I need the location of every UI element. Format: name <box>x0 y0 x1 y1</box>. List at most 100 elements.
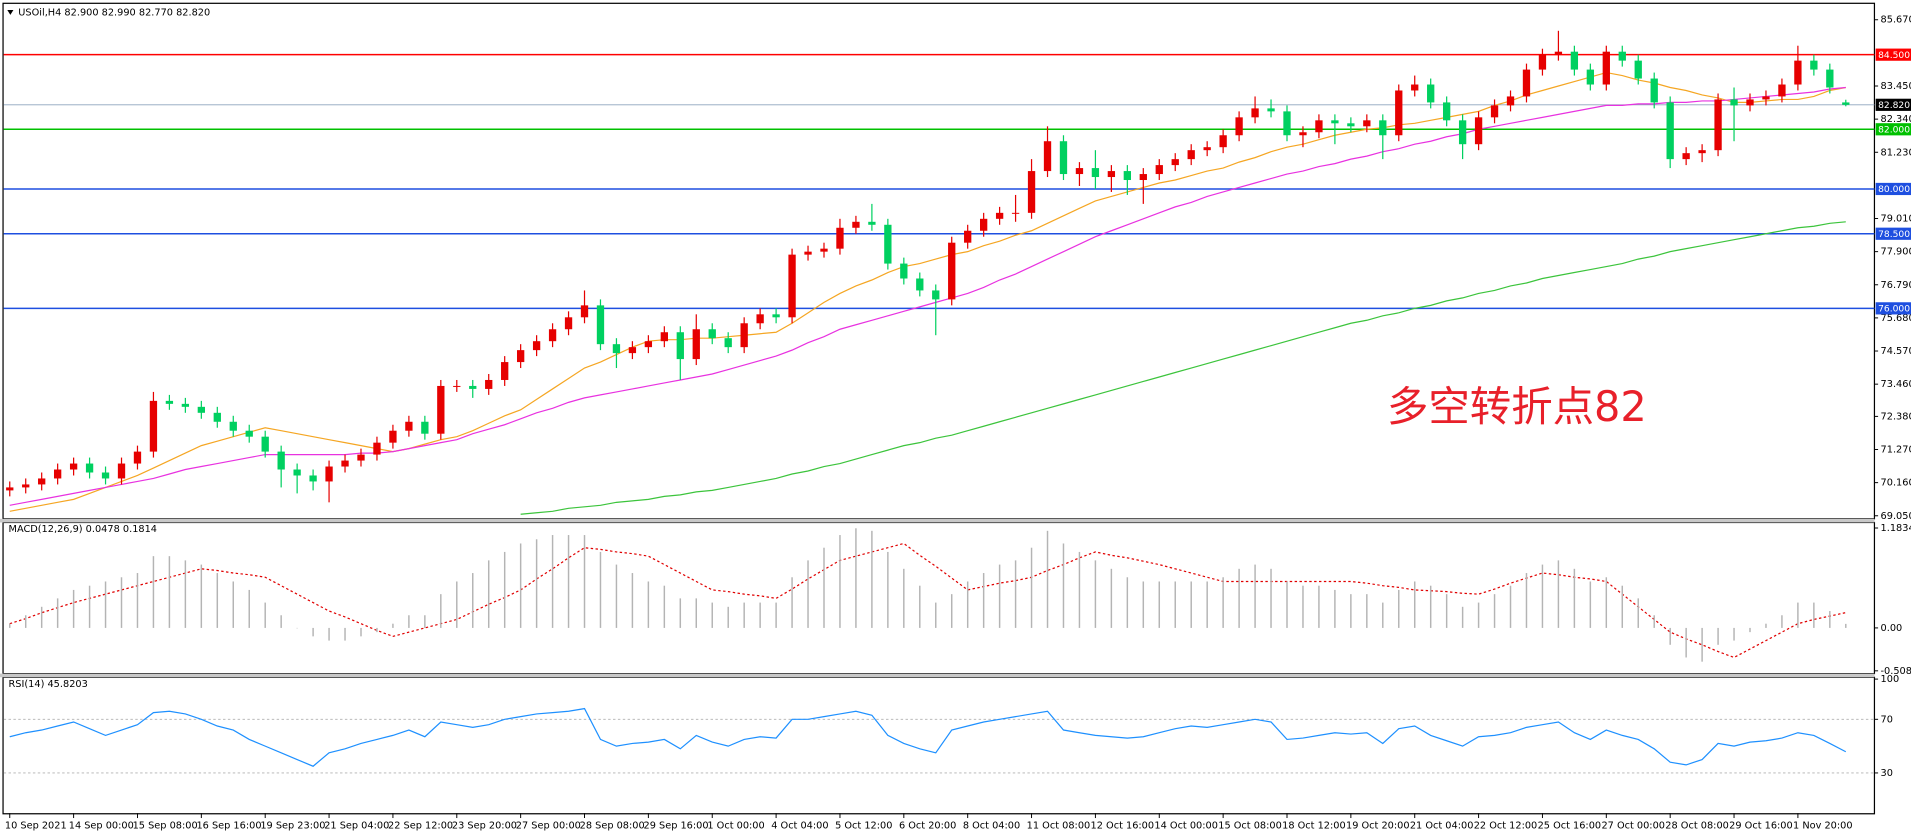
y-tick-label: -0.5082 <box>1881 666 1911 677</box>
histogram-bar <box>120 577 123 628</box>
candle-body <box>1794 60 1802 85</box>
histogram-bar <box>440 594 442 628</box>
histogram-bar <box>360 627 362 637</box>
candle-body <box>1810 60 1818 70</box>
y-tick-label: 100 <box>1881 674 1900 685</box>
candle-body <box>788 254 796 318</box>
histogram-bar <box>823 547 825 628</box>
histogram-bar <box>200 564 203 628</box>
candle-body <box>325 466 333 482</box>
histogram-bar <box>184 560 187 628</box>
panel-separator <box>0 673 1875 678</box>
histogram-bar <box>1445 594 1448 628</box>
candle-body <box>564 317 573 330</box>
candle-body <box>1586 69 1595 85</box>
histogram-bar <box>1350 594 1352 628</box>
candle-body <box>1235 117 1243 136</box>
candle-body <box>1411 84 1419 91</box>
candle-body <box>133 451 142 464</box>
histogram-bar <box>1525 573 1528 628</box>
menu-arrow-icon[interactable] <box>7 10 14 15</box>
x-tick-label: 22 Sep 12:00 <box>388 820 453 831</box>
x-tick-label: 21 Sep 04:00 <box>324 820 389 831</box>
candle-body <box>1746 99 1754 106</box>
histogram-bar <box>1254 564 1256 628</box>
histogram-bar <box>392 623 394 628</box>
candle-body <box>1091 168 1100 178</box>
histogram-bar <box>727 606 729 628</box>
candle-body <box>1570 51 1579 70</box>
candle-body <box>1011 212 1020 214</box>
candle-body <box>804 251 812 255</box>
y-tick-label: 0.00 <box>1881 623 1903 634</box>
histogram-bar <box>775 602 777 628</box>
candle-body <box>181 403 190 407</box>
x-tick-label: 6 Oct 20:00 <box>899 820 956 831</box>
histogram-bar <box>1286 581 1288 628</box>
moving-average-line <box>9 86 1846 506</box>
last-price-box <box>1875 98 1911 111</box>
candle-body <box>1059 141 1068 175</box>
annotation: 多空转折点82 <box>1387 383 1647 431</box>
level-box <box>1875 227 1911 240</box>
x-tick-label: 28 Oct 08:00 <box>1665 820 1729 831</box>
candle-body <box>1474 117 1483 145</box>
histogram-bar <box>344 627 346 641</box>
candle-body <box>1522 69 1531 97</box>
y-tick-label: 81.230 <box>1881 147 1911 158</box>
candle-body <box>1634 60 1642 79</box>
histogram-bar <box>24 615 27 628</box>
histogram-bar <box>472 573 474 628</box>
candle-body <box>644 341 653 348</box>
x-tick-label: 11 Oct 08:00 <box>1027 820 1091 831</box>
histogram-bar <box>1813 602 1815 628</box>
candle-body <box>1347 123 1355 127</box>
histogram-bar <box>503 551 506 628</box>
x-tick-label: 12 Oct 16:00 <box>1091 820 1155 831</box>
histogram-bar <box>424 615 426 628</box>
candle-body <box>756 314 764 324</box>
candle-body <box>1762 96 1770 100</box>
histogram-bar <box>168 556 171 628</box>
histogram-bar <box>1477 602 1480 628</box>
x-tick-label: 5 Oct 12:00 <box>835 820 892 831</box>
candle-body <box>932 290 940 300</box>
candle-body <box>628 347 637 354</box>
candle-body <box>149 400 158 452</box>
y-tick-label: 83.450 <box>1881 81 1911 92</box>
histogram-bar <box>1781 615 1783 628</box>
candle-body <box>1826 69 1834 88</box>
moving-average-line <box>9 71 1846 512</box>
histogram-bar <box>1557 560 1560 628</box>
histogram-bar <box>1382 602 1384 628</box>
candle-body <box>405 421 413 431</box>
histogram-bar <box>1046 530 1049 628</box>
candle-body <box>1331 120 1339 124</box>
candle-body <box>437 385 445 434</box>
y-tick-label: 76.790 <box>1881 280 1911 291</box>
candle-body <box>22 484 30 488</box>
histogram-bar <box>1142 581 1145 628</box>
y-tick-label: 70 <box>1881 714 1893 725</box>
histogram-bar <box>1669 627 1671 645</box>
lines-layer <box>3 53 1875 767</box>
candle-body <box>1267 108 1275 112</box>
histogram-bar <box>807 560 809 628</box>
candle-body <box>1618 51 1626 61</box>
candle-body <box>1490 105 1499 118</box>
level-box <box>1875 48 1911 61</box>
x-tick-label: 19 Oct 20:00 <box>1346 820 1410 831</box>
candle-body <box>1506 96 1515 106</box>
candle-body <box>612 344 621 354</box>
histogram-bar <box>1653 615 1655 628</box>
candle-body <box>995 212 1004 219</box>
histogram-bar <box>1845 623 1847 628</box>
candle-body <box>6 487 14 491</box>
candle-body <box>261 436 269 452</box>
candle-body <box>1427 84 1435 103</box>
last-price-label: 82.820 <box>1878 101 1910 111</box>
candle-body <box>309 475 317 482</box>
histogram-bar <box>9 623 11 628</box>
histogram-bar <box>248 589 250 628</box>
